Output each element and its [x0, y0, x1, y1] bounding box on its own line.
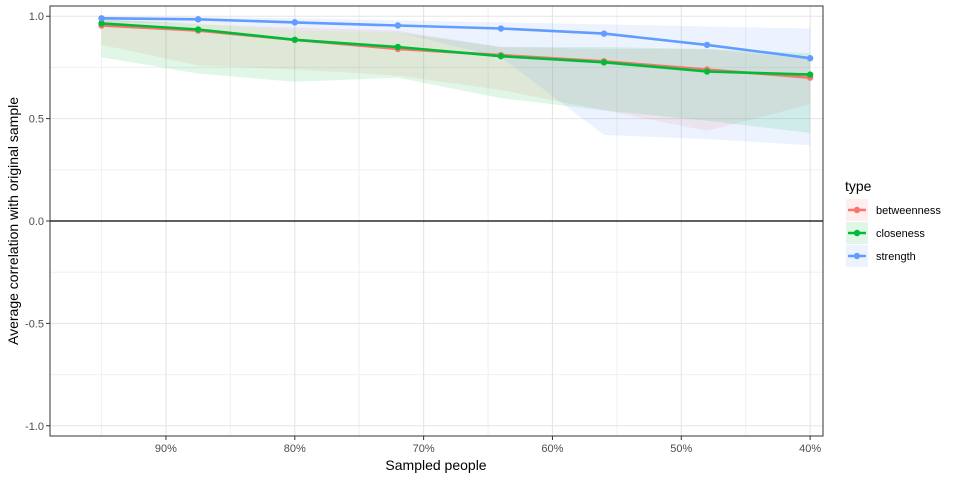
legend: type betweenness closeness strength	[845, 178, 941, 267]
point-strength	[806, 55, 814, 62]
confidence-ribbons	[101, 17, 811, 146]
point-strength	[497, 25, 505, 32]
x-tick-label: 60%	[541, 443, 563, 455]
point-strength	[98, 15, 105, 22]
legend-item-betweenness: betweenness	[846, 199, 941, 221]
x-tick-label: 40%	[799, 443, 821, 455]
point-closeness	[98, 20, 105, 27]
x-axis-title: Sampled people	[385, 457, 486, 473]
legend-label: strength	[876, 251, 916, 263]
legend-item-strength: strength	[846, 245, 916, 267]
point-closeness	[394, 43, 402, 51]
line-closeness	[101, 22, 811, 76]
point-strength	[194, 16, 202, 23]
ribbon-betweenness	[101, 19, 811, 131]
series-points	[98, 15, 814, 81]
ribbon-strength	[101, 17, 811, 146]
x-tick-label: 50%	[670, 443, 692, 455]
point-closeness	[703, 68, 711, 75]
y-axis-ticks: 1.0 0.5 0.0 -0.5 -1.0	[25, 11, 50, 433]
point-closeness	[194, 26, 202, 33]
legend-key-point	[853, 229, 861, 237]
point-strength	[703, 41, 711, 49]
line-strength	[101, 17, 811, 60]
legend-item-closeness: closeness	[846, 222, 925, 244]
x-axis-ticks: 90% 80% 70% 60% 50% 40%	[155, 436, 821, 455]
y-tick-label: -0.5	[25, 318, 44, 330]
point-closeness	[600, 59, 608, 66]
legend-label: betweenness	[876, 205, 941, 217]
point-closeness	[497, 52, 505, 60]
point-strength	[600, 30, 608, 37]
x-tick-label: 80%	[284, 443, 306, 455]
y-tick-label: 0.0	[29, 216, 44, 228]
ribbon-closeness	[101, 19, 811, 133]
legend-key-point	[853, 252, 861, 260]
x-tick-label: 70%	[413, 443, 435, 455]
legend-title: type	[845, 178, 872, 194]
y-tick-label: -1.0	[25, 421, 44, 433]
y-tick-label: 0.5	[29, 114, 44, 126]
point-strength	[394, 22, 402, 29]
point-closeness	[291, 36, 298, 43]
y-axis-title: Average correlation with original sample	[5, 97, 21, 345]
legend-key-point	[853, 206, 861, 214]
x-tick-label: 90%	[155, 443, 177, 455]
point-strength	[291, 19, 298, 26]
point-closeness	[806, 71, 814, 78]
series-lines	[101, 17, 811, 79]
legend-label: closeness	[876, 228, 925, 240]
y-tick-label: 1.0	[29, 11, 44, 23]
